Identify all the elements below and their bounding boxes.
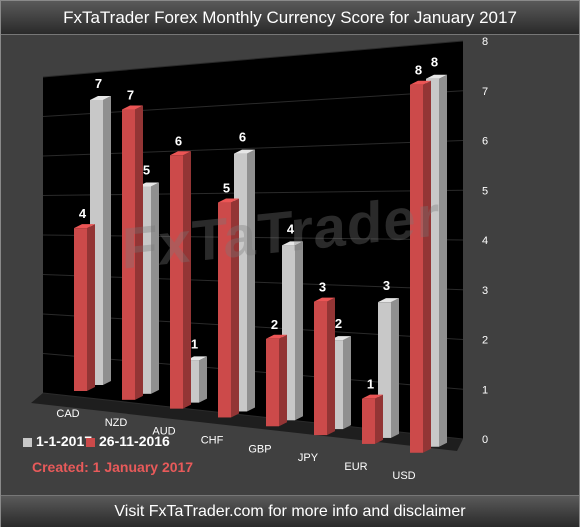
x-tick-label-usd: USD	[392, 470, 415, 482]
bar-eur-26-11-2016-front	[362, 398, 375, 444]
legend-label-26-11-2016: 26-11-2016	[99, 433, 170, 449]
chart-title: FxTaTrader Forex Monthly Currency Score …	[1, 1, 579, 35]
bar-eur-1-1-2017-top	[378, 298, 399, 303]
bar-aud-26-11-2016-side	[183, 151, 191, 409]
y-tick-label: 7	[482, 86, 488, 98]
chart-plot: 0 1 2 3 4 5 6 7 8 4 7 CAD 7 5 NZD 6 1 AUD 5 6 CHF 2 4 GBP 3 2 JPY 1…	[31, 36, 488, 482]
bar-eur-26-11-2016-side	[375, 394, 383, 444]
y-tick-label: 8	[482, 36, 488, 48]
bar-gbp-1-1-2017-side	[295, 241, 303, 421]
bar-chf-26-11-2016-side	[231, 198, 239, 418]
bar-gbp-26-11-2016-front	[266, 338, 279, 427]
bar-nzd-26-11-2016-side	[135, 105, 143, 400]
x-tick-label-chf: CHF	[201, 434, 224, 446]
bar-usd-26-11-2016-front	[410, 84, 423, 453]
floor	[31, 393, 463, 451]
data-label-eur-1-1-2017: 3	[383, 278, 390, 293]
bar-jpy-26-11-2016-top	[314, 297, 335, 302]
bar-cad-1-1-2017-top	[90, 96, 111, 100]
data-label-usd-1-1-2017: 8	[431, 55, 438, 70]
bar-nzd-1-1-2017-top	[138, 182, 159, 187]
bar-chf-26-11-2016-front	[218, 202, 231, 418]
legend-swatch-gray	[23, 437, 32, 447]
data-label-chf-26-11-2016: 5	[223, 181, 230, 196]
bar-aud-1-1-2017-side	[199, 356, 207, 403]
data-label-eur-26-11-2016: 1	[367, 377, 374, 392]
x-tick-label-cad: CAD	[56, 408, 79, 420]
gridline	[42, 90, 464, 117]
data-label-jpy-26-11-2016: 3	[319, 280, 326, 295]
bar-nzd-26-11-2016-top	[122, 105, 143, 110]
data-label-gbp-1-1-2017: 4	[287, 221, 295, 236]
y-tick-label: 3	[482, 285, 488, 297]
bar-usd-1-1-2017-side	[439, 74, 447, 447]
bar-jpy-1-1-2017-top	[330, 336, 351, 341]
legend-swatch-red	[86, 437, 95, 447]
bar-gbp-26-11-2016-side	[279, 334, 287, 427]
bar-cad-26-11-2016-top	[74, 224, 95, 229]
data-label-nzd-1-1-2017: 5	[143, 162, 150, 177]
bar-chf-1-1-2017-side	[247, 149, 255, 412]
data-label-cad-1-1-2017: 7	[95, 76, 102, 91]
data-label-gbp-26-11-2016: 2	[271, 317, 278, 332]
bar-usd-26-11-2016-top	[410, 80, 431, 85]
created-date: Created: 1 January 2017	[32, 459, 194, 475]
y-tick-label: 6	[482, 136, 488, 148]
bar-jpy-26-11-2016-side	[327, 297, 335, 436]
bar-jpy-26-11-2016-front	[314, 301, 327, 436]
bar-cad-26-11-2016-front	[74, 228, 87, 391]
legend-label-1-1-2017: 1-1-2017	[36, 433, 93, 449]
y-tick-label: 4	[482, 235, 488, 247]
bar-chf-1-1-2017-top	[234, 149, 255, 154]
y-tick-label: 5	[482, 185, 488, 197]
bar-jpy-1-1-2017-side	[343, 336, 351, 430]
bar-usd-26-11-2016-side	[423, 80, 431, 453]
gridline	[42, 40, 464, 78]
bar-eur-26-11-2016-top	[362, 394, 383, 399]
data-label-nzd-26-11-2016: 7	[127, 88, 134, 103]
bar-eur-1-1-2017-side	[391, 298, 399, 438]
x-tick-label-eur: EUR	[344, 461, 367, 473]
bar-aud-26-11-2016-top	[170, 151, 191, 156]
data-label-aud-1-1-2017: 1	[191, 336, 198, 351]
bar-gbp-1-1-2017-top	[282, 241, 303, 246]
bar-chf-26-11-2016-top	[218, 198, 239, 203]
legend-item-1-1-2017: 1-1-2017	[23, 433, 92, 449]
x-tick-label-jpy: JPY	[298, 452, 319, 464]
legend-item-26-11-2016: 26-11-2016	[86, 433, 170, 449]
bar-aud-1-1-2017-top	[186, 356, 207, 361]
y-tick-label: 1	[482, 384, 488, 396]
data-label-chf-1-1-2017: 6	[239, 130, 246, 145]
bar-nzd-26-11-2016-front	[122, 109, 135, 400]
y-tick-label: 2	[482, 335, 488, 347]
x-tick-label-nzd: NZD	[105, 417, 128, 429]
x-tick-label-aud: AUD	[152, 426, 175, 438]
x-tick-label-gbp: GBP	[248, 443, 271, 455]
footer-link[interactable]: Visit FxTaTrader.com for more info and d…	[1, 495, 579, 527]
data-label-jpy-1-1-2017: 2	[335, 316, 342, 331]
data-label-aud-26-11-2016: 6	[175, 133, 182, 148]
bar-cad-1-1-2017-side	[103, 96, 111, 385]
data-label-cad-26-11-2016: 4	[79, 206, 87, 221]
data-label-usd-26-11-2016: 8	[415, 63, 422, 78]
gridline	[42, 140, 464, 157]
bar-nzd-1-1-2017-side	[151, 182, 159, 394]
bar-gbp-26-11-2016-top	[266, 334, 287, 339]
bar-cad-26-11-2016-side	[87, 224, 95, 391]
bar-aud-26-11-2016-front	[170, 155, 183, 409]
y-tick-label: 0	[482, 434, 488, 446]
bar-usd-1-1-2017-top	[426, 74, 447, 79]
